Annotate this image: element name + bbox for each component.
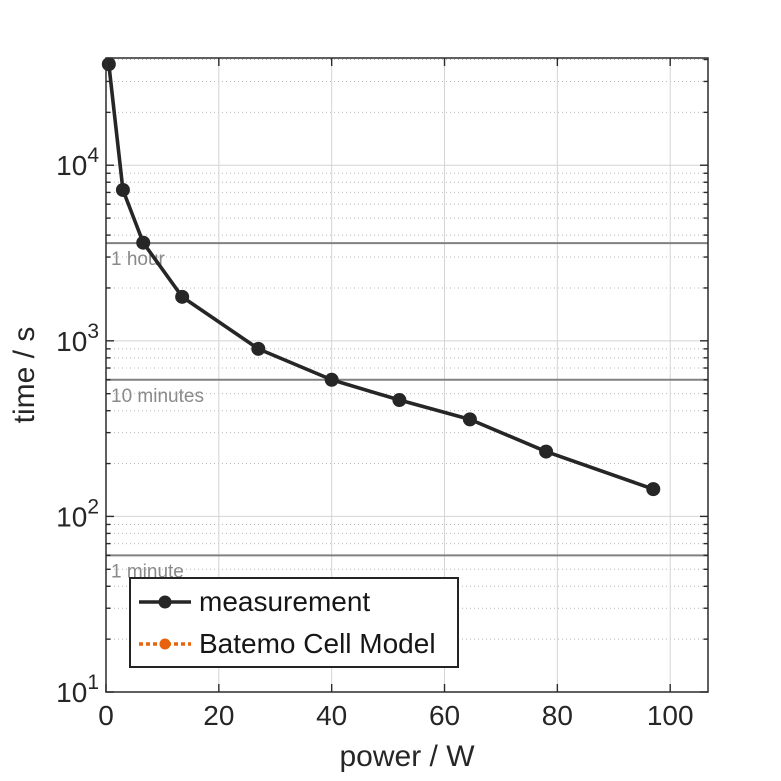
x-tick-label: 60 [429,700,460,731]
x-tick-label: 100 [647,700,694,731]
measurement-marker [115,182,130,197]
y-tick-label: 101 [56,671,99,708]
axis-ticks [105,58,708,693]
measurement-marker [392,393,407,408]
measurement-marker [136,235,151,250]
y-tick-label: 103 [56,320,99,357]
legend-item-batemo-cell-model: Batemo Cell Model [131,623,457,665]
measurement-line-swatch-icon [139,595,191,608]
x-tick-label: 0 [98,700,114,731]
measurement-marker [175,289,190,304]
y-tick-label: 104 [56,144,99,181]
measurement-marker [251,341,266,356]
y-tick-labels: 101 102 103 104 [56,144,99,708]
legend: measurement Batemo Cell Model [129,577,459,668]
series-measurement [101,57,661,497]
legend-label-batemo-cell-model: Batemo Cell Model [199,627,436,659]
legend-label-measurement: measurement [199,585,371,617]
reference-line-label: 10 minutes [111,386,204,407]
axis-box [105,57,709,693]
y-tick-label: 102 [56,495,99,532]
x-tick-label: 80 [542,700,573,731]
measurement-marker [539,444,554,459]
x-tick-label: 40 [316,700,347,731]
measurement-marker [462,412,477,427]
x-axis-label: power / W [339,740,475,773]
x-tick-label: 20 [203,700,234,731]
y-axis-label: time / s [8,327,41,424]
measurement-marker [646,482,661,497]
x-tick-labels: 0 20 40 60 80 100 [98,700,693,731]
model-dotted-line-swatch-icon [139,638,191,649]
measurement-marker [324,372,339,387]
legend-item-measurement: measurement [131,581,457,623]
measurement-line [107,64,654,491]
